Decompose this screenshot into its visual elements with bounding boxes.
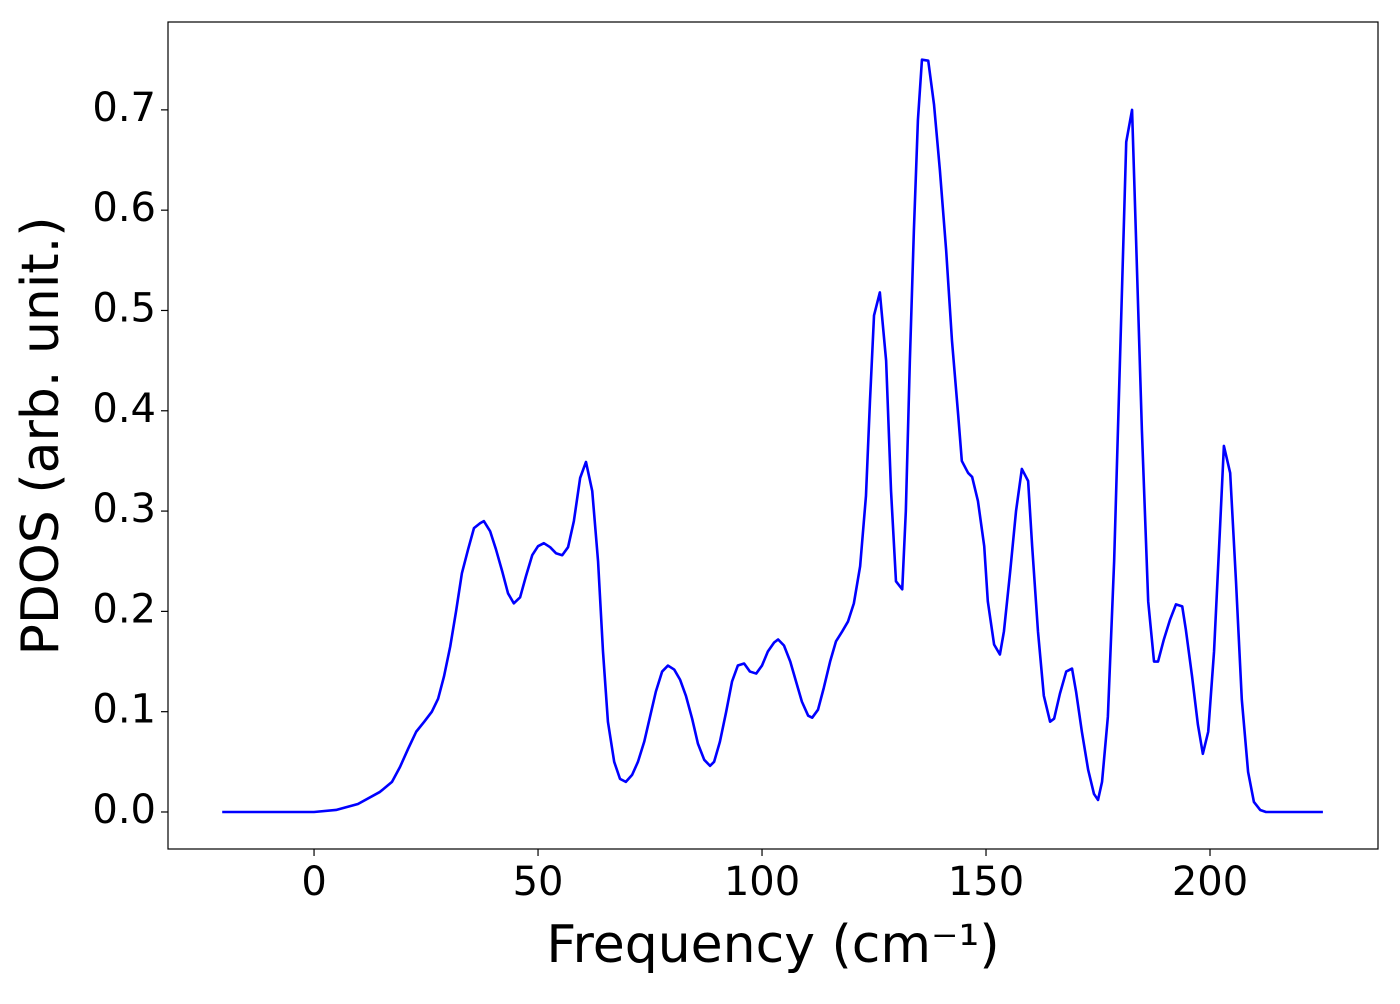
x-tick-label: 0 xyxy=(301,859,326,905)
x-tick-label: 150 xyxy=(948,859,1024,905)
data-line xyxy=(222,58,1323,814)
x-axis-label: Frequency (cm⁻¹) xyxy=(546,915,999,975)
x-tick-label: 200 xyxy=(1172,859,1248,905)
x-tick-label: 100 xyxy=(724,859,800,905)
y-tick-label: 0.2 xyxy=(92,586,156,632)
y-tick-label: 0.1 xyxy=(92,687,156,733)
y-tick-label: 0.3 xyxy=(92,486,156,532)
y-tick-label: 0.0 xyxy=(92,787,156,833)
y-tick-label: 0.5 xyxy=(92,285,156,331)
y-axis-label: PDOS (arb. unit.) xyxy=(11,216,71,655)
y-tick-label: 0.7 xyxy=(92,85,156,131)
plot-frame xyxy=(167,21,1379,850)
y-tick-label: 0.6 xyxy=(92,185,156,231)
x-tick-label: 50 xyxy=(513,859,564,905)
y-tick-label: 0.4 xyxy=(92,386,156,432)
